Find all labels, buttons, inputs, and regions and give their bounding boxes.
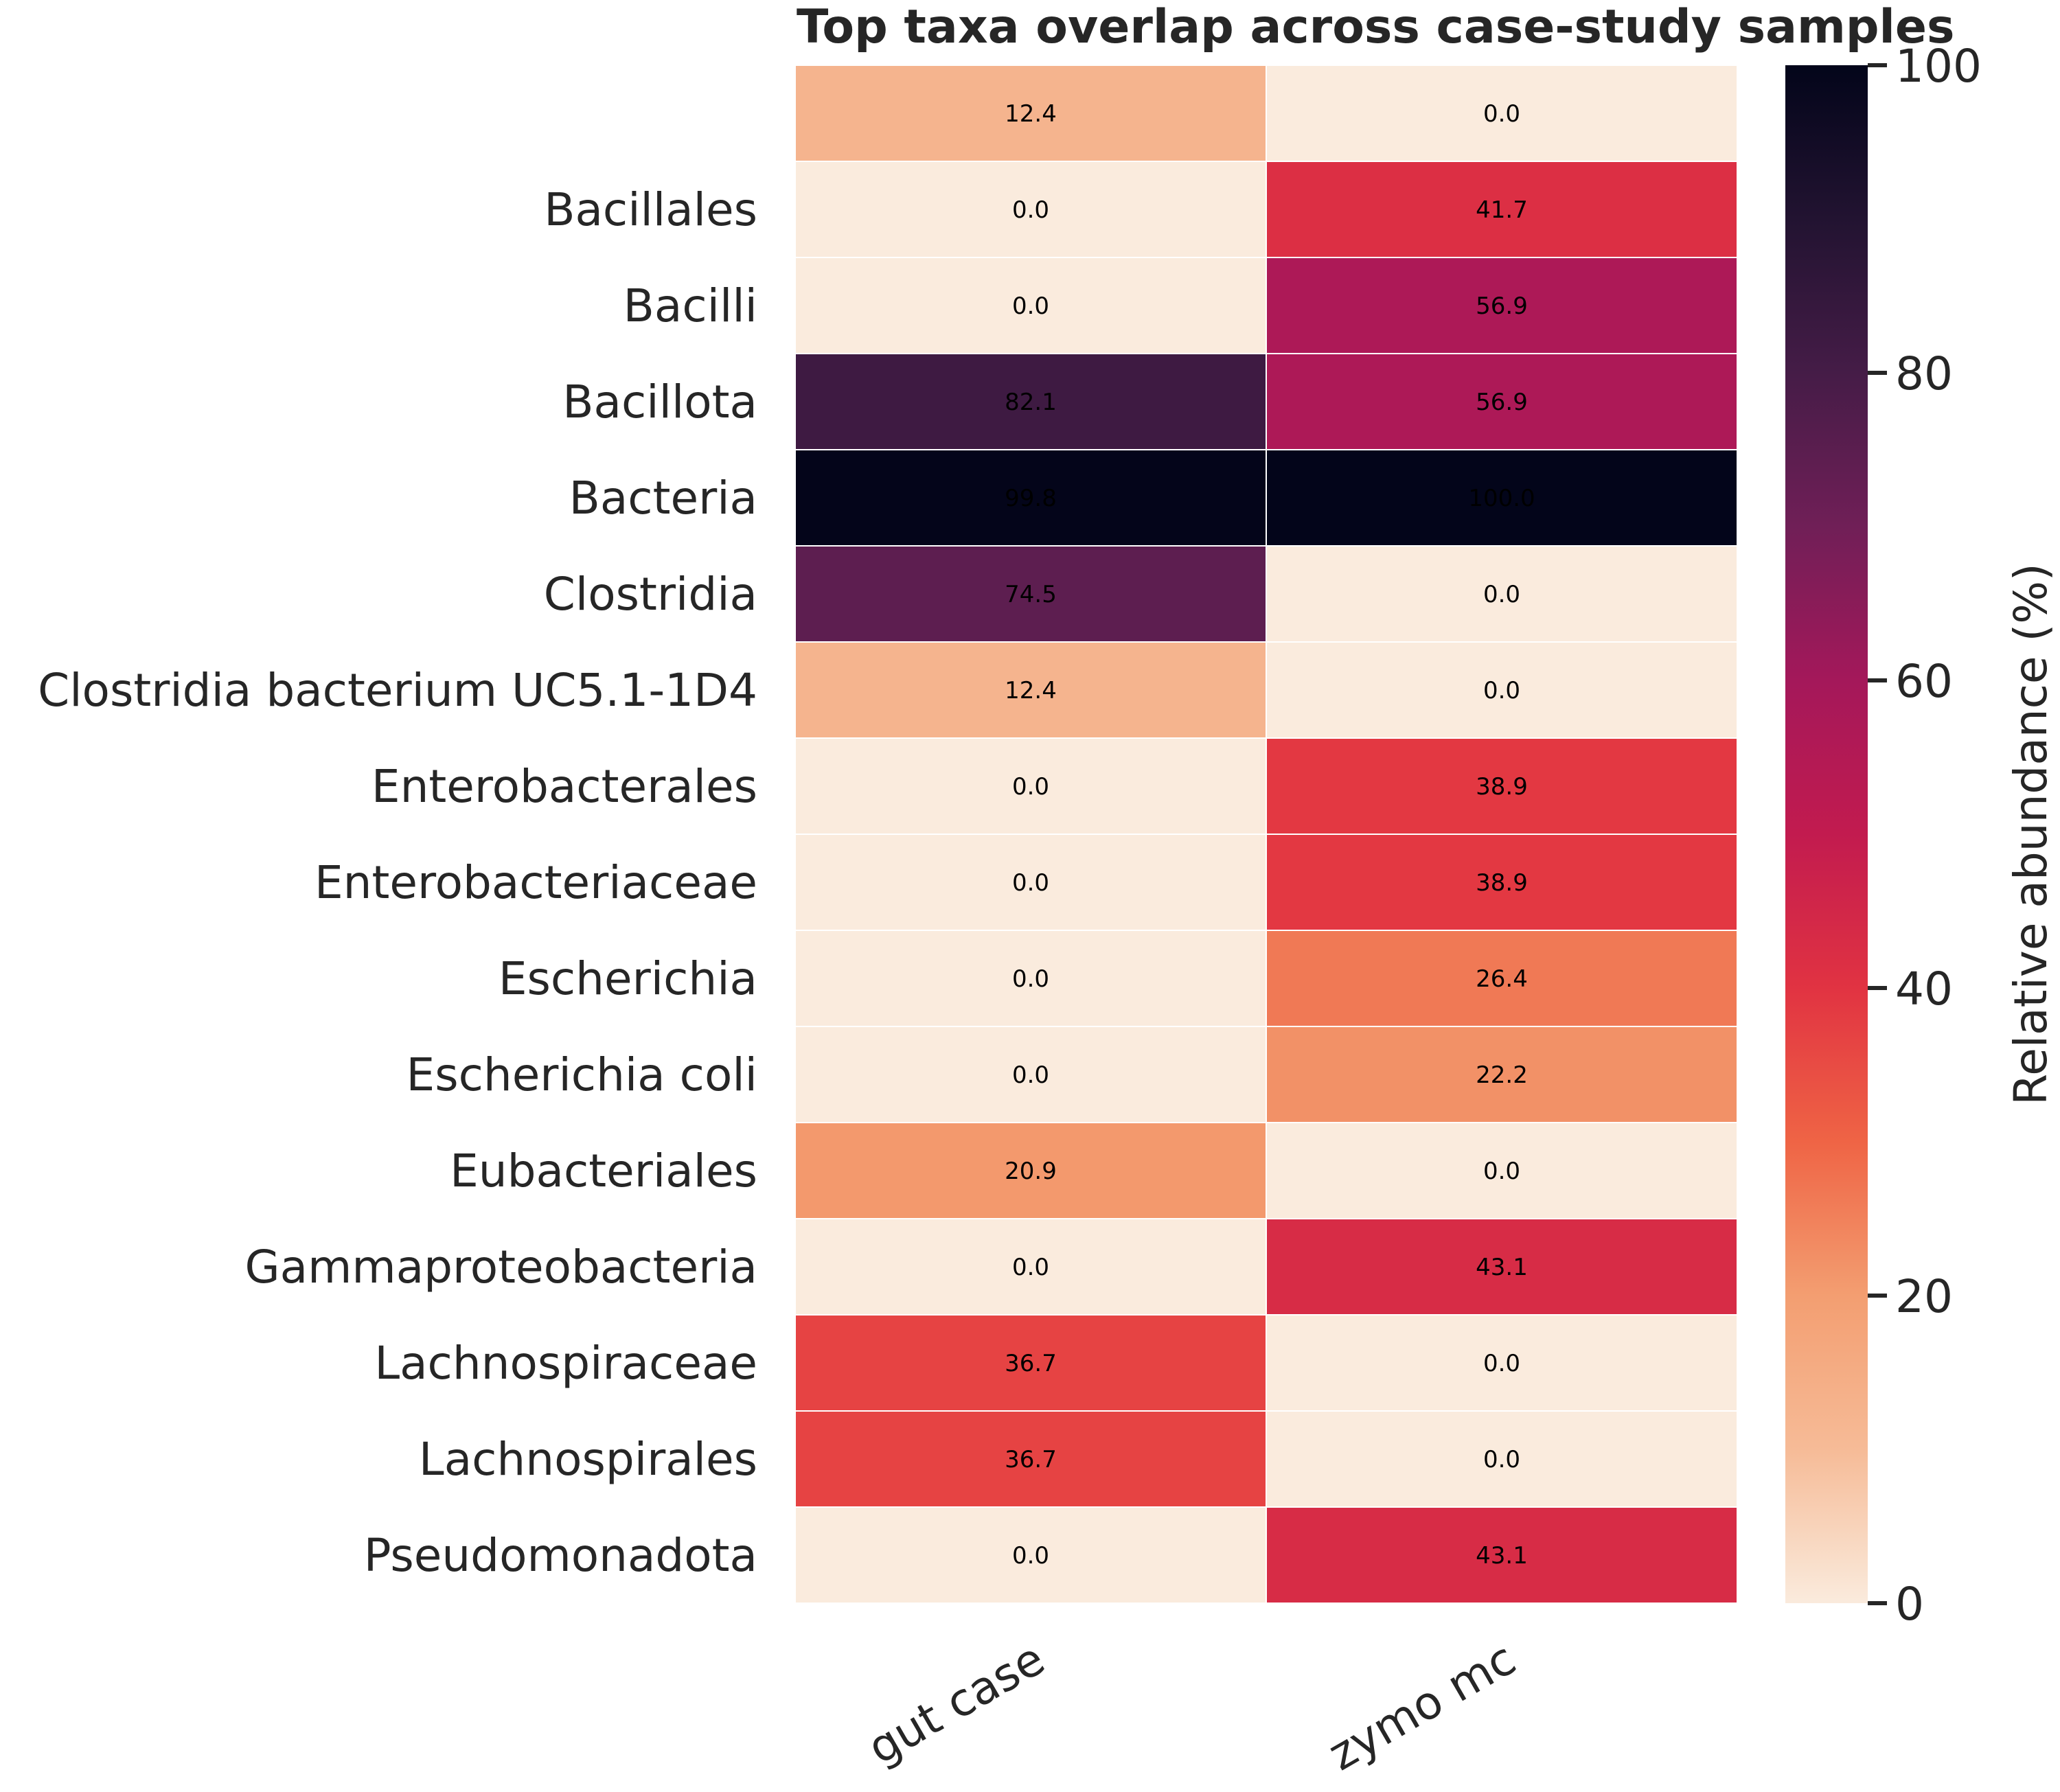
heatmap-cell-clostridia-bacterium-uc5-1-1d4-zymo-mc xyxy=(1266,641,1738,739)
cell-value-label: 43.1 xyxy=(1476,1542,1528,1570)
heatmap-cell-bacilli-gut-case xyxy=(794,257,1267,354)
row-label-lachnospirales: Lachnospirales xyxy=(419,1433,757,1486)
cell-value-label: 0.0 xyxy=(1483,677,1520,704)
cell-value-label: 0.0 xyxy=(1012,773,1049,801)
heatmap-cell-enterobacterales-gut-case xyxy=(794,737,1267,835)
row-label-escherichia: Escherichia xyxy=(499,952,757,1005)
row-label-bacilli: Bacilli xyxy=(623,279,757,332)
cell-value-label: 0.0 xyxy=(1012,1254,1049,1281)
heatmap-cell-clostridia-zymo-mc xyxy=(1266,545,1738,643)
cell-value-label: 38.9 xyxy=(1476,869,1528,897)
heatmap-cell-lachnospirales-gut-case xyxy=(794,1410,1267,1508)
heatmap-cell-enterobacteriaceae-gut-case xyxy=(794,834,1267,931)
heatmap-cell-eubacteriales-gut-case xyxy=(794,1122,1267,1219)
cell-value-label: 0.0 xyxy=(1483,1350,1520,1377)
cell-value-label: 56.9 xyxy=(1476,389,1528,416)
row-label-lachnospiraceae: Lachnospiraceae xyxy=(374,1337,757,1390)
heatmap-cell-pseudomonadota-zymo-mc xyxy=(1266,1506,1738,1604)
heatmap-cell-bacteria-zymo-mc xyxy=(1266,449,1738,547)
heatmap-cell-bacilli-zymo-mc xyxy=(1266,257,1738,354)
colorbar xyxy=(1785,65,1868,1603)
row-label-enterobacterales: Enterobacterales xyxy=(371,760,757,813)
heatmap-cell-lachnospiraceae-gut-case xyxy=(794,1314,1267,1412)
heatmap-cell-unlabeled-gut-case xyxy=(794,65,1267,162)
row-label-clostridia-bacterium-uc5-1-1d4: Clostridia bacterium UC5.1-1D4 xyxy=(38,664,757,717)
cell-value-label: 74.5 xyxy=(1005,581,1057,608)
heatmap-cell-escherichia-coli-zymo-mc xyxy=(1266,1026,1738,1123)
cell-value-label: 0.0 xyxy=(1012,965,1049,993)
colorbar-tick-label: 80 xyxy=(1895,347,1953,400)
heatmap-cell-gammaproteobacteria-gut-case xyxy=(794,1218,1267,1316)
cell-value-label: 0.0 xyxy=(1012,292,1049,320)
row-label-bacteria: Bacteria xyxy=(569,472,757,525)
cell-value-label: 12.4 xyxy=(1005,677,1057,704)
cell-value-label: 0.0 xyxy=(1012,869,1049,897)
cell-value-label: 36.7 xyxy=(1005,1350,1057,1377)
cell-value-label: 56.9 xyxy=(1476,292,1528,320)
cell-value-label: 0.0 xyxy=(1483,100,1520,128)
cell-value-label: 0.0 xyxy=(1483,581,1520,608)
row-label-bacillota: Bacillota xyxy=(562,376,757,428)
row-label-bacillales: Bacillales xyxy=(544,183,757,236)
column-label-zymo-mc: zymo mc xyxy=(1320,1632,1524,1781)
heatmap-cell-bacillales-zymo-mc xyxy=(1266,161,1738,258)
cell-value-label: 82.1 xyxy=(1005,389,1057,416)
row-label-enterobacteriaceae: Enterobacteriaceae xyxy=(314,856,757,909)
colorbar-tick-label: 0 xyxy=(1895,1578,1924,1631)
cell-value-label: 0.0 xyxy=(1483,1158,1520,1185)
row-labels: Bacillales Bacilli Bacillota Bacteria Clostr… xyxy=(38,183,757,1582)
cell-value-label: 41.7 xyxy=(1476,196,1528,224)
row-label-clostridia: Clostridia xyxy=(544,568,757,621)
row-label-escherichia-coli: Escherichia coli xyxy=(407,1048,758,1101)
heatmap-cell-pseudomonadota-gut-case xyxy=(794,1506,1267,1604)
cell-value-labels: 12.4 0.0 0.0 41.7 0.0 56.9 82.1 56.9 99.8 100.0 74… xyxy=(1005,100,1535,1570)
colorbar-tick-label: 40 xyxy=(1895,963,1953,1015)
heatmap-cell-escherichia-coli-gut-case xyxy=(794,1026,1267,1123)
colorbar-tick-label: 20 xyxy=(1895,1270,1953,1323)
colorbar-ticks: 0 20 40 60 80 100 xyxy=(1868,40,1982,1631)
heatmap-cell-escherichia-gut-case xyxy=(794,930,1267,1027)
cell-value-label: 43.1 xyxy=(1476,1254,1528,1281)
row-label-pseudomonadota: Pseudomonadota xyxy=(364,1529,757,1582)
cell-value-label: 26.4 xyxy=(1476,965,1528,993)
cell-value-label: 0.0 xyxy=(1012,1061,1049,1089)
cell-value-label: 36.7 xyxy=(1005,1446,1057,1473)
cell-value-label: 20.9 xyxy=(1005,1158,1057,1185)
heatmap-cell-clostridia-bacterium-uc5-1-1d4-gut-case xyxy=(794,641,1267,739)
cell-value-label: 12.4 xyxy=(1005,100,1057,128)
heatmap-cell-bacillota-zymo-mc xyxy=(1266,353,1738,450)
heatmap-cell-escherichia-zymo-mc xyxy=(1266,930,1738,1027)
cell-value-label: 0.0 xyxy=(1012,1542,1049,1570)
chart-title: Top taxa overlap across case-study sampl… xyxy=(797,0,1954,54)
heatmap-cell-enterobacteriaceae-zymo-mc xyxy=(1266,834,1738,931)
column-labels: gut case zymo mc xyxy=(859,1632,1524,1781)
column-label-gut-case: gut case xyxy=(859,1632,1053,1775)
colorbar-tick-label: 100 xyxy=(1895,40,1982,93)
cell-value-label: 22.2 xyxy=(1476,1061,1528,1089)
heatmap-cells xyxy=(794,65,1738,1604)
cell-value-label: 0.0 xyxy=(1483,1446,1520,1473)
heatmap-cell-lachnospiraceae-zymo-mc xyxy=(1266,1314,1738,1412)
heatmap-cell-enterobacterales-zymo-mc xyxy=(1266,737,1738,835)
row-label-eubacteriales: Eubacteriales xyxy=(450,1145,757,1197)
row-label-gammaproteobacteria: Gammaproteobacteria xyxy=(245,1241,757,1294)
cell-value-label: 38.9 xyxy=(1476,773,1528,801)
heatmap-cell-gammaproteobacteria-zymo-mc xyxy=(1266,1218,1738,1316)
colorbar-label: Relative abundance (%) xyxy=(2004,563,2057,1105)
cell-value-label: 0.0 xyxy=(1012,196,1049,224)
heatmap-cell-unlabeled-zymo-mc xyxy=(1266,65,1738,162)
cell-value-label: 100.0 xyxy=(1468,485,1535,512)
heatmap-cell-lachnospirales-zymo-mc xyxy=(1266,1410,1738,1508)
heatmap-cell-bacillales-gut-case xyxy=(794,161,1267,258)
colorbar-tick-label: 60 xyxy=(1895,655,1953,708)
cell-value-label: 99.8 xyxy=(1005,485,1057,512)
heatmap-cell-eubacteriales-zymo-mc xyxy=(1266,1122,1738,1219)
